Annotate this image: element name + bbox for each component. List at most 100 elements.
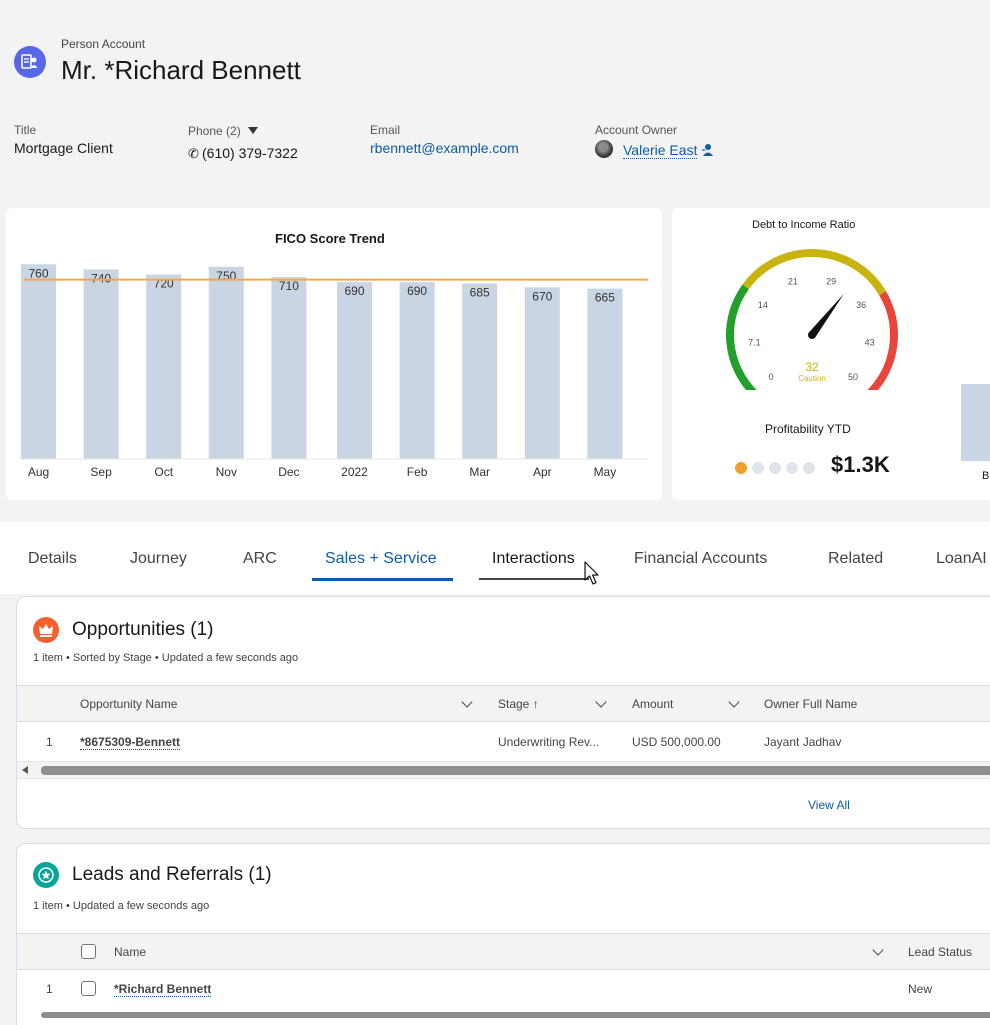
- tab-journey[interactable]: Journey: [130, 550, 187, 567]
- opportunities-title[interactable]: Opportunities (1): [72, 619, 214, 640]
- tab-loanai[interactable]: LoanAI: [936, 550, 987, 567]
- leads-referrals-card: Leads and Referrals (1) 1 item • Updated…: [16, 843, 990, 1025]
- fico-bar[interactable]: [208, 266, 244, 459]
- gauge-tick-label: 29: [826, 276, 836, 286]
- email-link[interactable]: rbennett@example.com: [370, 140, 519, 156]
- horizontal-scrollbar[interactable]: [17, 761, 990, 779]
- gauge-tick-label: 36: [856, 300, 866, 310]
- tab-related[interactable]: Related: [828, 550, 884, 567]
- fico-bar-value-label: 690: [407, 284, 427, 298]
- chevron-down-icon[interactable]: [872, 944, 884, 956]
- fico-chart-title: FICO Score Trend: [275, 231, 385, 246]
- col-opportunity-name[interactable]: Opportunity Name: [80, 697, 178, 711]
- fico-bar-value-label: 710: [279, 279, 299, 293]
- row-checkbox[interactable]: [81, 981, 96, 996]
- phone-label-text: Phone (2): [188, 124, 241, 138]
- row-number: 1: [46, 735, 53, 749]
- dti-title: Debt to Income Ratio: [752, 219, 856, 231]
- lead-name-link[interactable]: *Richard Bennett: [114, 982, 212, 997]
- col-owner-full-name[interactable]: Owner Full Name: [764, 697, 858, 711]
- col-name[interactable]: Name: [114, 945, 147, 959]
- leads-title[interactable]: Leads and Referrals (1): [72, 864, 272, 885]
- select-all-checkbox[interactable]: [81, 944, 96, 959]
- gauge-needle: [808, 293, 844, 338]
- fico-bar-value-label: 685: [470, 285, 490, 299]
- col-lead-status[interactable]: Lead Status: [908, 945, 973, 959]
- profitability-dot: [786, 462, 798, 474]
- tab-financial-accounts[interactable]: Financial Accounts: [634, 550, 768, 567]
- avatar: [595, 140, 613, 158]
- view-all-link[interactable]: View All: [808, 798, 850, 812]
- fico-bar[interactable]: [399, 282, 435, 459]
- fico-bar[interactable]: [21, 264, 56, 459]
- fico-category-label: Oct: [154, 465, 173, 479]
- phone-field-value[interactable]: ✆ (610) 379-7322: [188, 145, 298, 162]
- horizontal-scrollbar[interactable]: [41, 1012, 990, 1018]
- tab-interactions[interactable]: Interactions: [492, 550, 575, 567]
- fico-bar-value-label: 670: [532, 289, 552, 303]
- fico-bar[interactable]: [83, 269, 119, 459]
- partial-chart-bar: [961, 384, 990, 461]
- phone-number[interactable]: (610) 379-7322: [202, 145, 298, 161]
- caret-down-icon[interactable]: [248, 127, 259, 134]
- fico-bar-value-label: 720: [154, 277, 174, 291]
- chevron-down-icon[interactable]: [728, 696, 740, 708]
- profitability-title: Profitability YTD: [765, 422, 851, 436]
- title-field-value: Mortgage Client: [14, 140, 113, 156]
- opportunity-name-link[interactable]: *8675309-Bennett: [80, 735, 181, 750]
- fico-chart: 760 Aug 740 Sep 720 Oct 750 Nov 710 Dec 690 2022 690…: [20, 264, 648, 479]
- phone-field-label[interactable]: Phone (2): [188, 124, 259, 138]
- opportunity-amount: USD 500,000.00: [632, 735, 721, 749]
- fico-bar[interactable]: [587, 288, 623, 459]
- fico-bar[interactable]: [524, 287, 560, 459]
- fico-bar[interactable]: [271, 277, 307, 459]
- fico-bar[interactable]: [462, 283, 498, 459]
- col-amount[interactable]: Amount: [632, 697, 674, 711]
- gauge-tick-label: 43: [865, 337, 875, 347]
- tab-arc[interactable]: ARC: [243, 550, 277, 567]
- page-title: Mr. *Richard Bennett: [61, 55, 301, 85]
- gauge-tick-label: 50: [848, 372, 858, 382]
- chevron-down-icon[interactable]: [595, 696, 607, 708]
- tab-sales-service[interactable]: Sales + Service: [325, 550, 437, 567]
- gauge-tick-label: 14: [758, 300, 768, 310]
- email-field-label: Email: [370, 123, 401, 137]
- opportunity-owner-link[interactable]: Jayant Jadhav: [764, 735, 842, 749]
- gauge-mid-band: [742, 249, 887, 296]
- leads-subtitle: 1 item • Updated a few seconds ago: [33, 900, 210, 912]
- chevron-down-icon[interactable]: [461, 696, 473, 708]
- active-tab-indicator: [312, 578, 453, 581]
- col-stage[interactable]: Stage ↑: [498, 697, 539, 711]
- opportunities-table-header: Opportunity Name Stage ↑ Amount Owner Fu…: [17, 685, 990, 722]
- tab-details[interactable]: Details: [28, 550, 77, 567]
- fico-category-label: Apr: [533, 465, 552, 479]
- col-stage-label: Stage: [498, 697, 530, 711]
- fico-category-label: Nov: [216, 465, 237, 479]
- opportunities-card: Opportunities (1) 1 item • Sorted by Sta…: [16, 596, 990, 829]
- gauge-value: 32: [805, 360, 819, 374]
- sort-arrow-up-icon: ↑: [532, 697, 539, 711]
- gauge-needle-hub: [808, 331, 816, 339]
- fico-category-label: Feb: [407, 465, 428, 479]
- fico-bar[interactable]: [337, 282, 372, 459]
- change-owner-icon[interactable]: [701, 143, 714, 162]
- gauge-tick-label: 7.1: [748, 337, 761, 347]
- fico-bar[interactable]: [146, 274, 182, 460]
- scrollbar-thumb[interactable]: [41, 766, 990, 775]
- title-field-label: Title: [14, 123, 37, 137]
- profitability-dots: [735, 461, 820, 474]
- fico-bar-value-label: 760: [28, 266, 48, 280]
- opportunity-stage: Underwriting Rev...: [498, 735, 600, 749]
- mouse-cursor-icon: [584, 561, 599, 585]
- profitability-dot: [752, 462, 764, 474]
- owner-link[interactable]: Valerie East: [623, 142, 698, 159]
- partial-chart-label: B: [982, 470, 990, 482]
- gauge-tick-label: 21: [788, 276, 798, 286]
- fico-category-label: Aug: [28, 465, 49, 479]
- tab-bar: [0, 522, 990, 594]
- scroll-left-icon[interactable]: [22, 766, 28, 774]
- fico-bar-value-label: 740: [91, 271, 111, 285]
- fico-bar-value-label: 750: [216, 269, 236, 283]
- profitability-dot: [803, 462, 815, 474]
